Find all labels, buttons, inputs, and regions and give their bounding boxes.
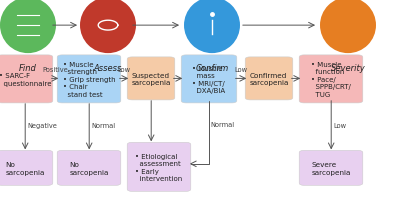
FancyBboxPatch shape bbox=[299, 56, 363, 103]
Text: Find: Find bbox=[19, 64, 37, 73]
Text: Low: Low bbox=[118, 67, 130, 73]
Text: • SARC-F
  questionnaire: • SARC-F questionnaire bbox=[0, 73, 51, 86]
FancyBboxPatch shape bbox=[245, 58, 293, 100]
Ellipse shape bbox=[0, 0, 56, 54]
Text: • Muscle
  strength
• Grip strength
• Chair
  stand test: • Muscle strength • Grip strength • Chai… bbox=[63, 62, 115, 97]
Text: Confirmed
sarcopenia: Confirmed sarcopenia bbox=[249, 72, 289, 86]
FancyBboxPatch shape bbox=[127, 143, 191, 191]
FancyBboxPatch shape bbox=[57, 151, 121, 185]
Text: Severe
sarcopenia: Severe sarcopenia bbox=[311, 161, 351, 175]
Text: No
sarcopenia: No sarcopenia bbox=[5, 161, 45, 175]
Text: Low: Low bbox=[234, 67, 247, 73]
FancyBboxPatch shape bbox=[127, 58, 175, 100]
Text: Normal: Normal bbox=[211, 121, 235, 127]
Text: Severity: Severity bbox=[331, 64, 365, 73]
Text: Confirm: Confirm bbox=[195, 64, 229, 73]
FancyBboxPatch shape bbox=[57, 56, 121, 103]
Text: Suspected
sarcopenia: Suspected sarcopenia bbox=[131, 72, 171, 86]
FancyBboxPatch shape bbox=[0, 151, 53, 185]
Text: Assess: Assess bbox=[94, 64, 122, 73]
Text: • Muscle
  function
• Pace/
  SPPB/CRT/
  TUG: • Muscle function • Pace/ SPPB/CRT/ TUG bbox=[311, 62, 351, 97]
Ellipse shape bbox=[184, 0, 240, 54]
FancyBboxPatch shape bbox=[181, 56, 237, 103]
Ellipse shape bbox=[320, 0, 376, 54]
Text: Positive: Positive bbox=[42, 67, 68, 73]
Text: Negative: Negative bbox=[27, 122, 57, 128]
Text: • Etiological
  assessment
• Early
  intervention: • Etiological assessment • Early interve… bbox=[135, 153, 183, 181]
Text: • Muscle
  mass
• MRI/CT/
  DXA/BIA: • Muscle mass • MRI/CT/ DXA/BIA bbox=[192, 65, 226, 94]
Ellipse shape bbox=[80, 0, 136, 54]
FancyBboxPatch shape bbox=[299, 151, 363, 185]
Text: No
sarcopenia: No sarcopenia bbox=[69, 161, 109, 175]
Text: Low: Low bbox=[333, 122, 346, 128]
FancyBboxPatch shape bbox=[0, 56, 53, 103]
Text: Normal: Normal bbox=[91, 122, 115, 128]
